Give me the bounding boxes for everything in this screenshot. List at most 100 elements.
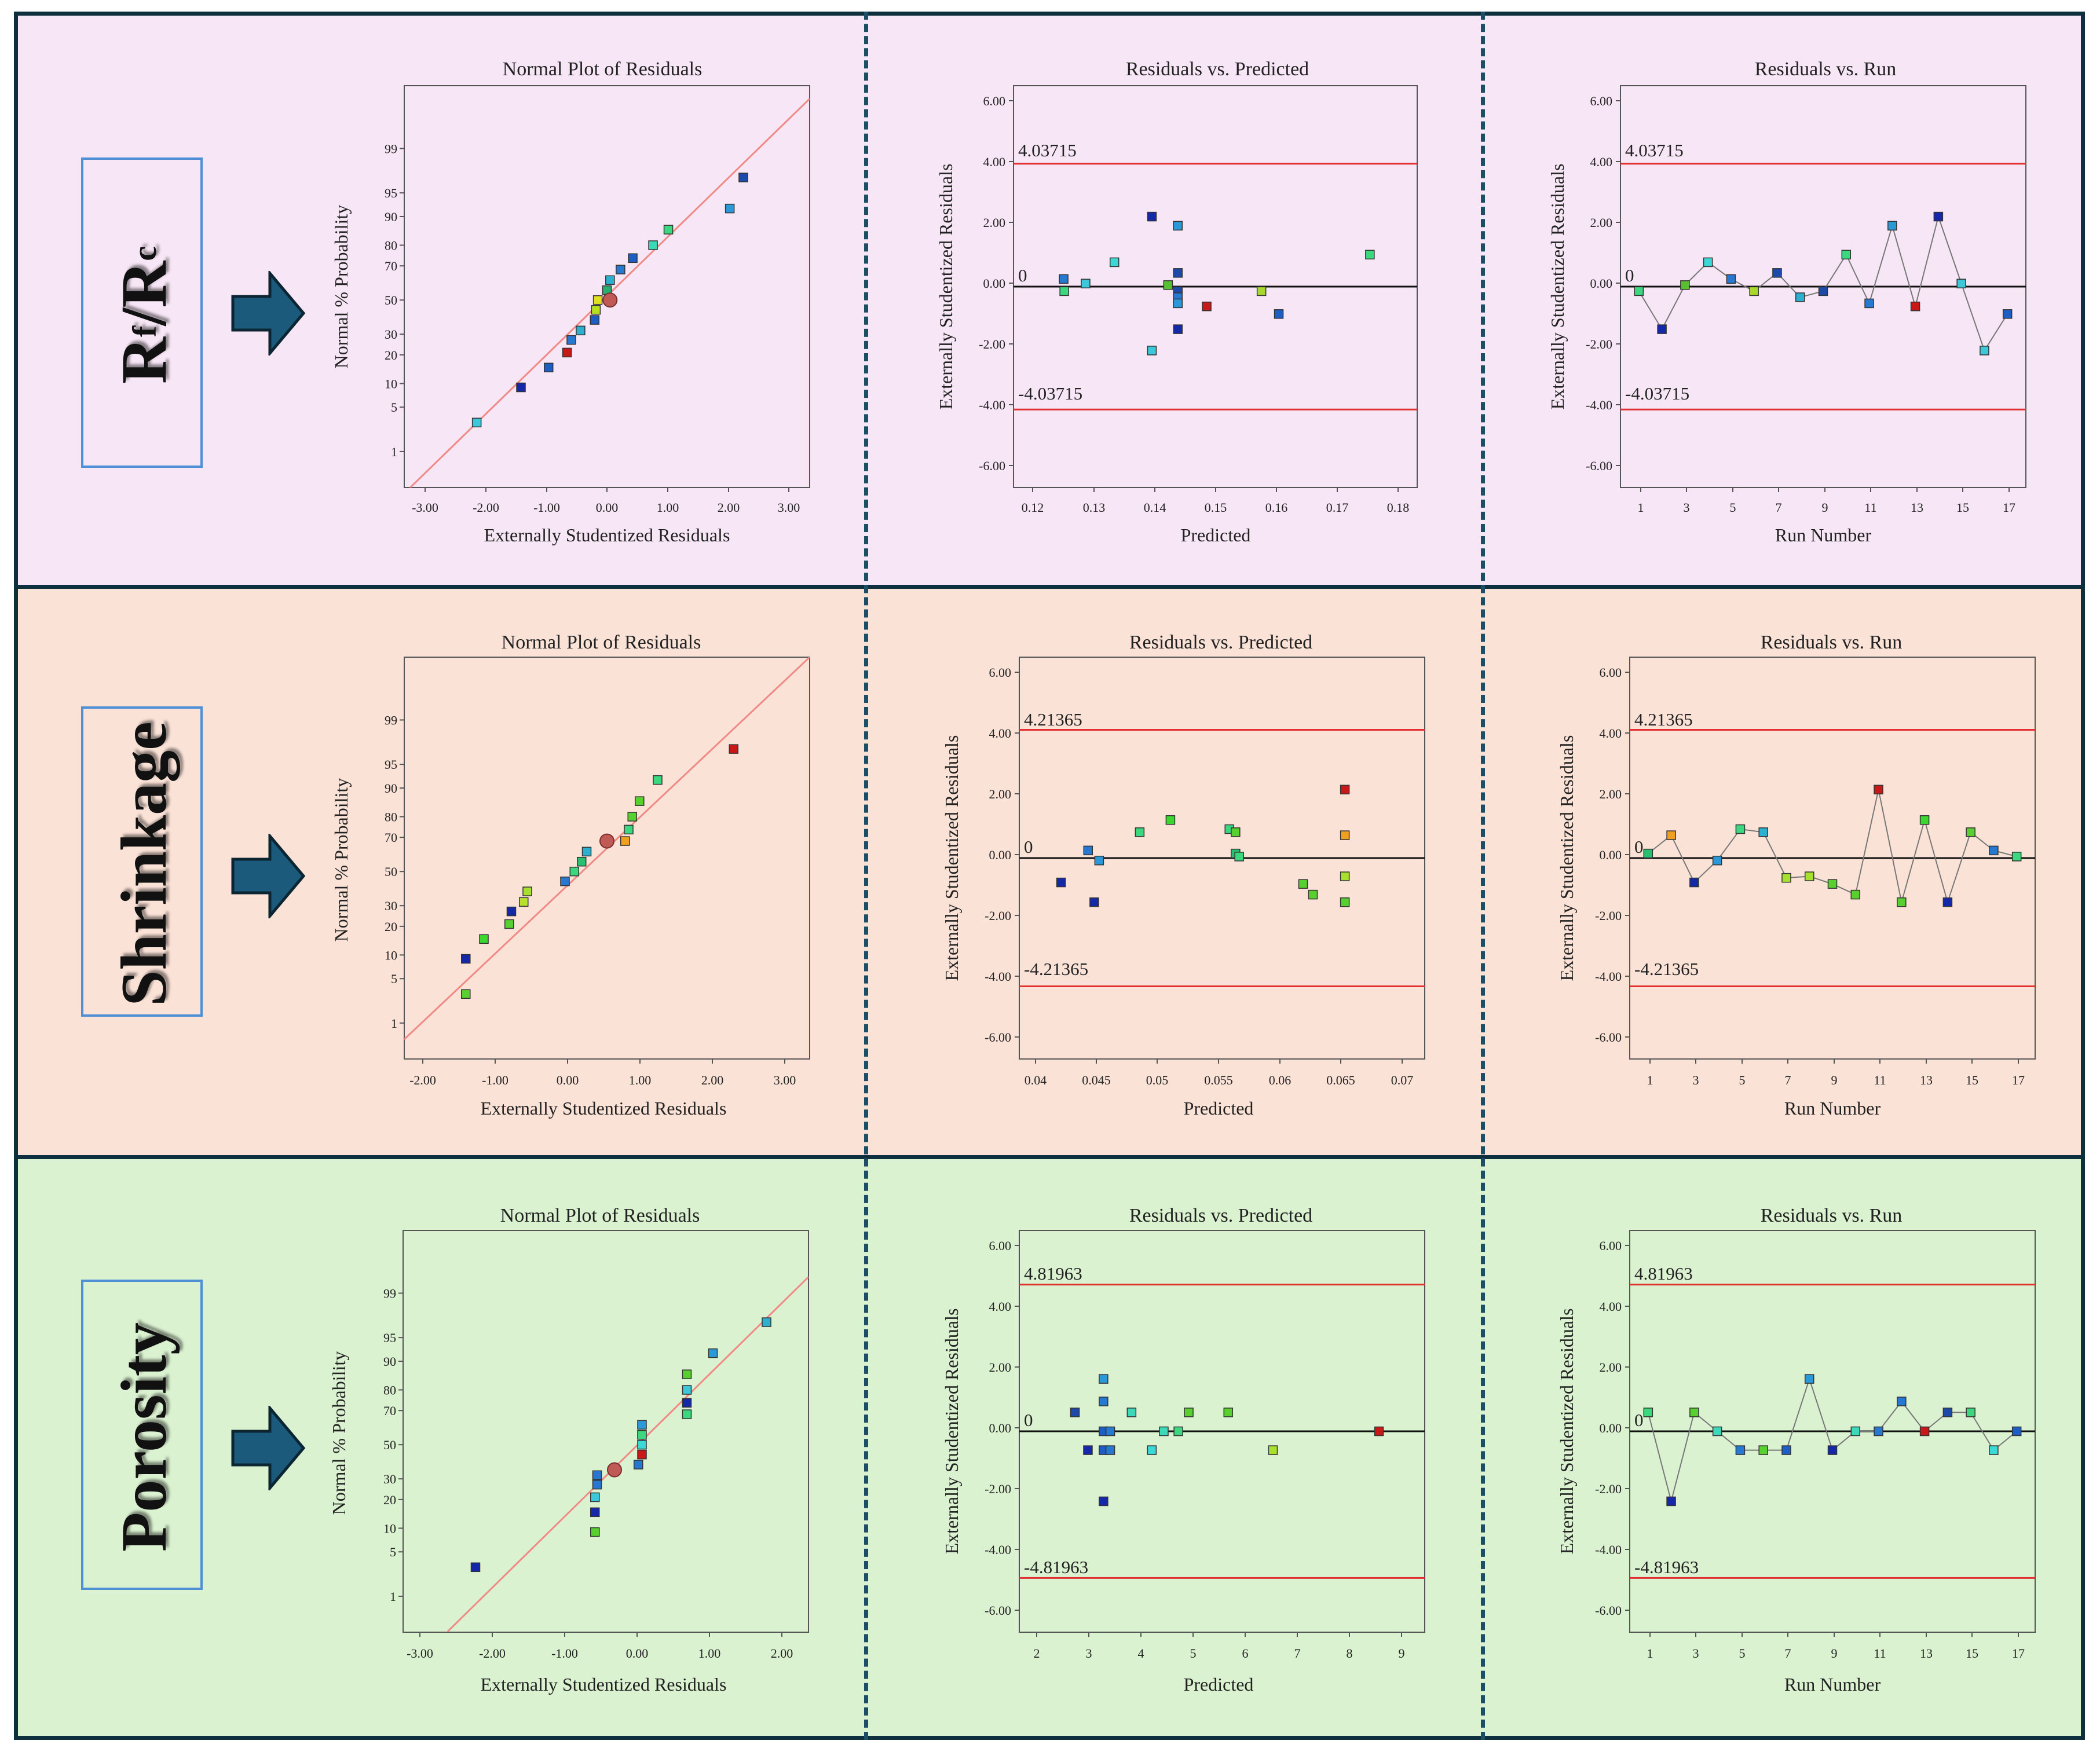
upper-limit-label: 4.03715 (1018, 140, 1077, 160)
data-point (1274, 309, 1284, 319)
data-point (1202, 301, 1212, 312)
y-tick-label: 95 (385, 186, 397, 200)
lower-limit-label: -4.21365 (1024, 959, 1088, 979)
data-point (1105, 1426, 1115, 1436)
data-point (637, 1430, 647, 1440)
rf-pred-plot: Residuals vs. Predicted 0.12 0.13 0.14 0… (935, 58, 1418, 545)
data-point (2002, 309, 2013, 319)
rf-band (14, 12, 2085, 593)
data-point (1231, 827, 1241, 837)
y-ticks: 6.00 4.00 2.00 0.00 -2.00 -4.00 -6.00 (1586, 94, 1612, 473)
y-tick-label: 0.00 (1600, 1421, 1622, 1435)
data-point (504, 919, 514, 929)
data-point (522, 886, 532, 896)
y-tick-label: 2.00 (1590, 215, 1613, 230)
shrinkage-label-box: Shrinkage (81, 706, 203, 1017)
arrow-right-icon (231, 834, 306, 918)
porosity-normal-plot: Normal Plot of Residuals -3.00 -2.00 -1.… (328, 1205, 809, 1695)
y-ticks: 6.00 4.00 2.00 0.00 -2.00 -4.00 -6.00 (1595, 1238, 1622, 1618)
y-tick-label: 90 (385, 210, 397, 224)
y-tick-label: -6.00 (985, 1603, 1011, 1618)
y-tick-label: 10 (383, 1521, 396, 1536)
y-tick-label: 2.00 (989, 1360, 1012, 1375)
data-point (1897, 1397, 1907, 1406)
x-ticks: 1 3 5 7 9 11 13 15 17 (1647, 1073, 2025, 1087)
data-point (461, 954, 471, 964)
data-point (1689, 1408, 1699, 1417)
data-point (682, 1409, 692, 1419)
data-point (1643, 1408, 1653, 1417)
data-point (708, 1348, 718, 1358)
data-point (1827, 879, 1838, 889)
x-tick-label: 2.00 (771, 1646, 793, 1661)
x-tick-label: 2.00 (701, 1073, 724, 1087)
y-tick-label: 2.00 (989, 787, 1012, 801)
y-tick-label: 70 (383, 1403, 396, 1418)
data-point (516, 382, 526, 393)
data-point (1919, 815, 1930, 825)
data-point (1726, 274, 1736, 284)
data-point (519, 897, 529, 907)
y-tick-label: -2.00 (1595, 908, 1622, 923)
data-point (1887, 221, 1897, 231)
data-point (566, 335, 576, 345)
y-tick-label: -2.00 (1595, 1482, 1622, 1496)
x-tick-label: 3.00 (778, 500, 800, 515)
y-tick-label: 90 (383, 1354, 396, 1369)
chart-title: Normal Plot of Residuals (503, 58, 703, 80)
data-point (1942, 897, 1953, 907)
x-tick-label: 9 (1831, 1646, 1838, 1661)
y-tick-label: -4.00 (985, 969, 1011, 984)
data-point (2011, 852, 2022, 862)
data-point (1184, 1408, 1194, 1417)
data-marks (404, 657, 810, 1064)
column-divider-2 (1481, 12, 1485, 1740)
data-point (682, 1369, 692, 1379)
data-point (1110, 257, 1119, 267)
shrinkage-run-plot: Residuals vs. Run 1 3 5 7 9 11 13 15 17 … (1556, 632, 2036, 1119)
lower-limit-label: -4.81963 (1634, 1557, 1699, 1577)
data-point (624, 824, 634, 835)
data-point (1105, 1445, 1115, 1455)
zero-label: 0 (1024, 1410, 1033, 1430)
x-axis-label: Run Number (1775, 525, 1872, 545)
y-tick-label: 4.00 (1590, 155, 1613, 169)
y-axis-label: Externally Studentized Residuals (941, 735, 962, 981)
y-axis-label: Externally Studentized Residuals (935, 164, 956, 410)
x-tick-label: -3.00 (412, 500, 438, 515)
y-tick-label: 6.00 (1600, 665, 1622, 680)
x-axis-label: Predicted (1184, 1098, 1254, 1119)
data-point (1874, 1426, 1883, 1436)
data-point (1374, 1426, 1384, 1436)
x-tick-label: 1.00 (629, 1073, 652, 1087)
data-point (1135, 827, 1145, 837)
series-line (1638, 214, 2008, 352)
data-point (1223, 1408, 1234, 1417)
data-point (1163, 280, 1173, 290)
y-axis-label: Normal % Probability (328, 1351, 349, 1515)
x-ticks: 0.04 0.045 0.05 0.055 0.06 0.065 0.07 (1025, 1073, 1414, 1087)
data-point (1099, 1397, 1108, 1406)
data-point (1643, 848, 1653, 859)
x-ticks: 2 3 4 5 6 7 8 9 (1034, 1646, 1405, 1661)
y-tick-label: 80 (385, 810, 397, 824)
x-tick-label: 5 (1739, 1073, 1746, 1087)
y-ticks: 6.00 4.00 2.00 0.00 -2.00 -4.00 -6.00 (1595, 665, 1622, 1045)
data-point (1919, 1426, 1930, 1436)
data-point (1083, 1445, 1093, 1455)
data-point (1089, 897, 1099, 907)
data-point (620, 836, 630, 846)
y-tick-label: 4.00 (983, 155, 1006, 169)
data-point (628, 253, 638, 263)
data-point (1159, 1426, 1169, 1436)
y-tick-label: -2.00 (1586, 337, 1612, 351)
y-tick-label: 95 (385, 757, 397, 772)
data-point (1897, 897, 1907, 907)
data-point (581, 846, 592, 857)
x-tick-label: -3.00 (407, 1646, 433, 1661)
x-tick-label: 13 (1920, 1073, 1933, 1087)
data-marks (1625, 1245, 2035, 1637)
x-tick-label: 7 (1776, 500, 1782, 515)
chart-title: Residuals vs. Run (1755, 58, 1897, 80)
data-point (1841, 250, 1852, 260)
